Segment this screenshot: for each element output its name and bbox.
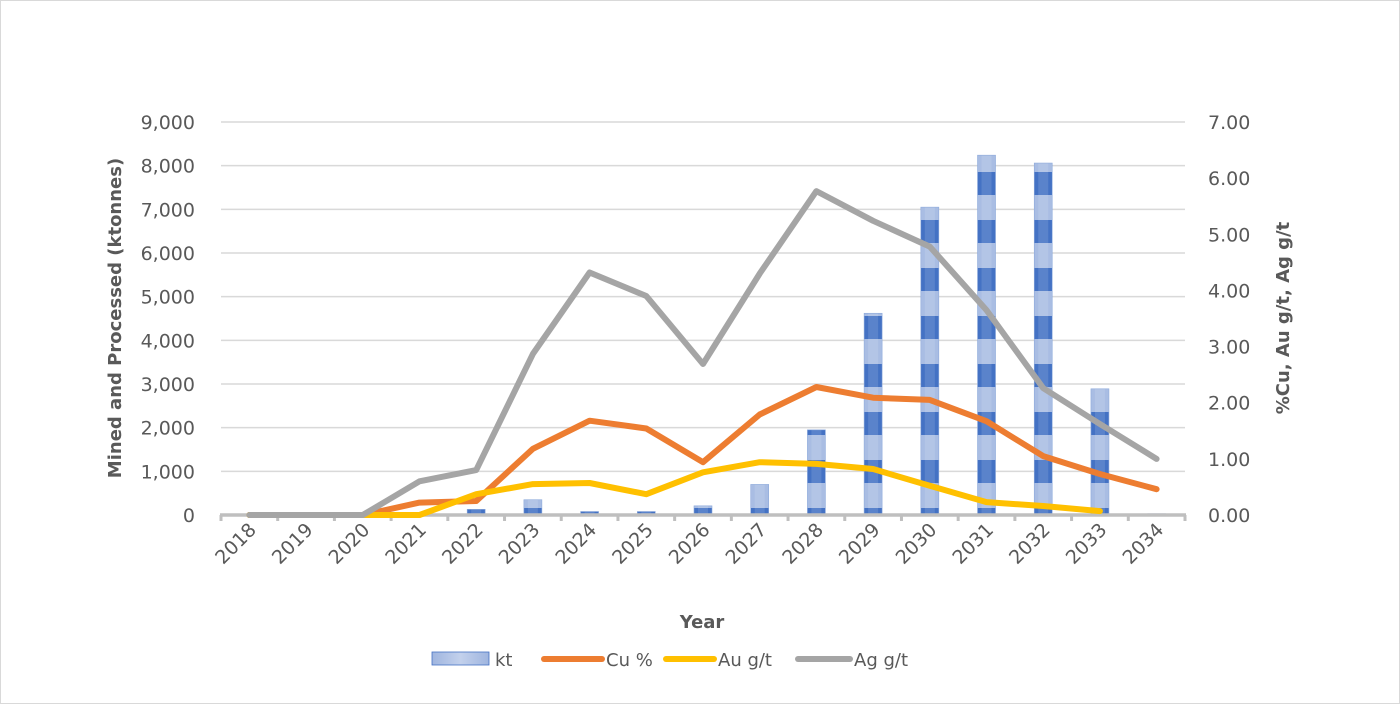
x-tick-label: 2029 (835, 519, 885, 569)
y2-tick-label: 3.00 (1208, 337, 1250, 359)
x-tick-label: 2026 (665, 519, 715, 569)
y2-tick-label: 2.00 (1208, 393, 1250, 415)
legend-label-ag: Ag g/t (854, 650, 908, 671)
y-tick-label: 8,000 (141, 156, 195, 178)
y2-tick-label: 1.00 (1208, 449, 1250, 471)
y-tick-label: 1,000 (141, 461, 195, 483)
y2-tick-label: 4.00 (1208, 280, 1250, 302)
bar-highlight (1038, 163, 1048, 515)
legend-item-au[interactable]: Au g/t (666, 650, 772, 671)
x-tick-label: 2032 (1005, 519, 1055, 569)
x-tick-label: 2025 (608, 519, 658, 569)
y-tick-label: 4,000 (141, 330, 195, 352)
x-tick-label: 2027 (721, 519, 771, 569)
legend-label-kt: kt (495, 650, 512, 671)
y-tick-label: 5,000 (141, 287, 195, 309)
bar-highlight (982, 155, 992, 515)
legend-label-cu: Cu % (606, 650, 653, 671)
bar-kt (1034, 163, 1052, 515)
x-tick-label: 2019 (268, 519, 318, 569)
y-tick-label: 9,000 (141, 112, 195, 134)
bar-kt (524, 500, 542, 515)
bar-highlight (1095, 389, 1105, 515)
bar-highlight (811, 430, 821, 515)
line-ag (249, 191, 1156, 515)
line-cu (249, 387, 1156, 515)
y-tick-label: 6,000 (141, 243, 195, 265)
x-tick-label: 2033 (1062, 519, 1112, 569)
legend-item-ag[interactable]: Ag g/t (798, 650, 908, 671)
x-tick-label: 2034 (1118, 519, 1168, 569)
y-tick-label: 2,000 (141, 418, 195, 440)
bar-kt (807, 430, 825, 515)
legend: kt Cu % Au g/t Ag g/t (432, 650, 908, 671)
x-tick-label: 2030 (892, 519, 942, 569)
legend-item-kt[interactable]: kt (432, 650, 512, 671)
x-axis-title: Year (679, 612, 725, 633)
y2-tick-label: 0.00 (1208, 505, 1250, 527)
x-tick-label: 2023 (495, 519, 545, 569)
legend-item-cu[interactable]: Cu % (544, 650, 653, 671)
x-tick-label: 2020 (325, 519, 375, 569)
y-tick-label: 7,000 (141, 199, 195, 221)
y-tick-label: 3,000 (141, 374, 195, 396)
x-tick-label: 2022 (438, 519, 488, 569)
bar-kt (1091, 389, 1109, 515)
bar-kt (864, 313, 882, 515)
legend-label-au: Au g/t (718, 650, 772, 671)
y2-tick-label: 6.00 (1208, 168, 1250, 190)
x-tick-label: 2028 (778, 519, 828, 569)
bar-highlight (528, 500, 538, 515)
y2-axis-title: %Cu, Au g/t, Ag g/t (1273, 221, 1294, 414)
x-tick-label: 2031 (948, 519, 998, 569)
bar-highlight (868, 313, 878, 515)
line-series (249, 191, 1156, 515)
y-axis-title: Mined and Processed (ktonnes) (105, 158, 126, 478)
y-tick-label: 0 (183, 505, 195, 527)
x-tick-label: 2024 (551, 519, 601, 569)
bar-kt (751, 484, 769, 515)
x-tick-label: 2018 (211, 519, 261, 569)
x-tick-label: 2021 (381, 519, 431, 569)
right-axis-tick-labels: 0.00 1.00 2.00 3.00 4.00 5.00 6.00 7.00 (1208, 112, 1250, 527)
legend-swatch-kt (432, 652, 489, 665)
y2-tick-label: 7.00 (1208, 112, 1250, 134)
y2-tick-label: 5.00 (1208, 224, 1250, 246)
left-axis-tick-labels: 0 1,000 2,000 3,000 4,000 5,000 6,000 7,000 8,00… (141, 112, 195, 527)
bar-kt (978, 155, 996, 515)
bar-highlight (755, 484, 765, 515)
